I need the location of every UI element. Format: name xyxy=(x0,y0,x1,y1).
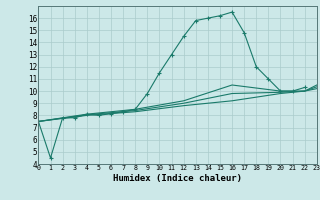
X-axis label: Humidex (Indice chaleur): Humidex (Indice chaleur) xyxy=(113,174,242,183)
